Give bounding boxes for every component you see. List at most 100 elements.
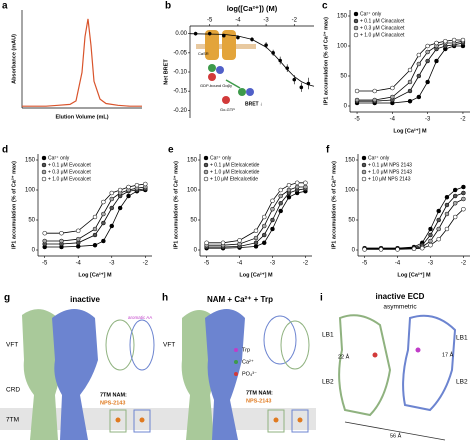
marker — [101, 211, 106, 217]
x-tick-label: -4 — [76, 261, 82, 267]
ribbon-b — [402, 314, 457, 412]
x-tick-label: -5 — [207, 18, 213, 24]
marker — [253, 240, 259, 246]
x-tick-label: -4 — [395, 261, 401, 267]
panel-title: NAM + Ca²⁺ + Trp — [207, 295, 273, 304]
marker — [92, 226, 98, 232]
legend-marker — [203, 169, 209, 175]
x-tick-label: -4 — [237, 261, 243, 267]
point — [236, 35, 240, 40]
y-tick-label: 100 — [25, 188, 36, 194]
point — [222, 33, 226, 38]
marker — [59, 238, 64, 244]
marker — [92, 242, 98, 248]
legend-label: + 1.0 μM Evocalcet — [48, 176, 91, 182]
x-tick-label: -5 — [362, 261, 368, 267]
point — [250, 37, 254, 42]
marker — [436, 217, 441, 223]
x-axis-label: Log [Ca²⁺] M — [239, 271, 273, 278]
marker — [286, 182, 292, 188]
x-axis-label: Log [Ca²⁺] M — [397, 271, 431, 278]
marker — [270, 217, 275, 223]
series-line — [206, 186, 306, 246]
marker — [461, 184, 466, 190]
x-tick-label: -3 — [263, 18, 269, 24]
point — [285, 66, 290, 70]
marker — [278, 208, 283, 214]
marker — [278, 187, 283, 193]
y-axis-label: Net BRET — [163, 59, 169, 85]
panel-h: h NAM + Ca²⁺ + Trp VFT Trp Ca²⁺ PO₄³⁻ 7T… — [158, 293, 316, 440]
y-axis-label: IP1 accumulation (% of Ca²⁺ max) — [330, 161, 337, 249]
x-tick-label: -4 — [390, 117, 396, 123]
label: VFT — [163, 342, 175, 349]
marker — [452, 200, 458, 206]
legend-marker — [41, 176, 47, 182]
marker — [434, 40, 439, 46]
marker — [428, 242, 433, 248]
marker — [436, 236, 441, 242]
marker — [261, 240, 267, 246]
point — [264, 43, 268, 47]
x-tick-label: -2 — [303, 261, 309, 267]
marker — [443, 38, 448, 44]
x-tick-label: -5 — [354, 117, 360, 123]
label: 17 Å — [442, 351, 454, 358]
legend-label: Ca²⁺ only — [48, 155, 70, 161]
g-protein — [216, 66, 224, 74]
marker — [372, 97, 377, 103]
marker — [126, 193, 131, 199]
label: NPS-2143 — [246, 398, 271, 404]
marker — [390, 94, 395, 100]
point — [292, 77, 297, 82]
marker — [407, 67, 413, 73]
ligand — [115, 417, 121, 423]
marker — [220, 240, 226, 246]
legend-label: Ca²⁺ only — [360, 11, 382, 17]
marker — [253, 228, 259, 234]
marker — [101, 199, 106, 205]
marker — [253, 235, 259, 241]
protomer-b — [205, 309, 245, 440]
panel-letter: g — [4, 293, 10, 304]
arrow — [225, 79, 241, 89]
marker — [101, 238, 106, 244]
label: 7TM NAM: — [100, 392, 127, 398]
marker — [109, 223, 115, 229]
ligand — [415, 347, 421, 353]
label: CRD — [6, 387, 20, 394]
ribbon-b — [129, 319, 155, 371]
y-tick-label: 50 — [28, 218, 35, 224]
label: Trp — [242, 347, 250, 353]
protomer-b — [52, 309, 98, 440]
series-line — [206, 188, 306, 248]
marker — [294, 180, 300, 186]
legend-marker — [41, 162, 47, 168]
marker — [416, 61, 422, 67]
y-tick-label: 150 — [25, 158, 36, 164]
y-tick-label: 0 — [352, 248, 356, 254]
ligand — [297, 417, 303, 423]
y-tick-label: 100 — [337, 44, 348, 50]
marker — [270, 198, 275, 204]
marker — [425, 43, 430, 49]
marker — [407, 79, 413, 85]
ligand — [273, 417, 279, 423]
series-line — [206, 190, 306, 249]
marker — [452, 193, 458, 199]
legend-marker — [203, 176, 209, 182]
marker — [416, 73, 422, 79]
y-tick-label: -0.15 — [173, 89, 187, 95]
marker — [278, 200, 283, 206]
marker — [416, 52, 422, 58]
y-tick-label: 0 — [32, 248, 36, 254]
marker — [428, 232, 433, 238]
marker — [286, 194, 292, 200]
marker — [416, 94, 422, 100]
panel-letter: i — [320, 293, 323, 304]
marker — [428, 238, 433, 244]
y-tick-label: 150 — [187, 158, 198, 164]
x-tick-label: -3 — [428, 261, 434, 267]
legend-label: + 0.1 μM Evocalcet — [48, 162, 91, 168]
